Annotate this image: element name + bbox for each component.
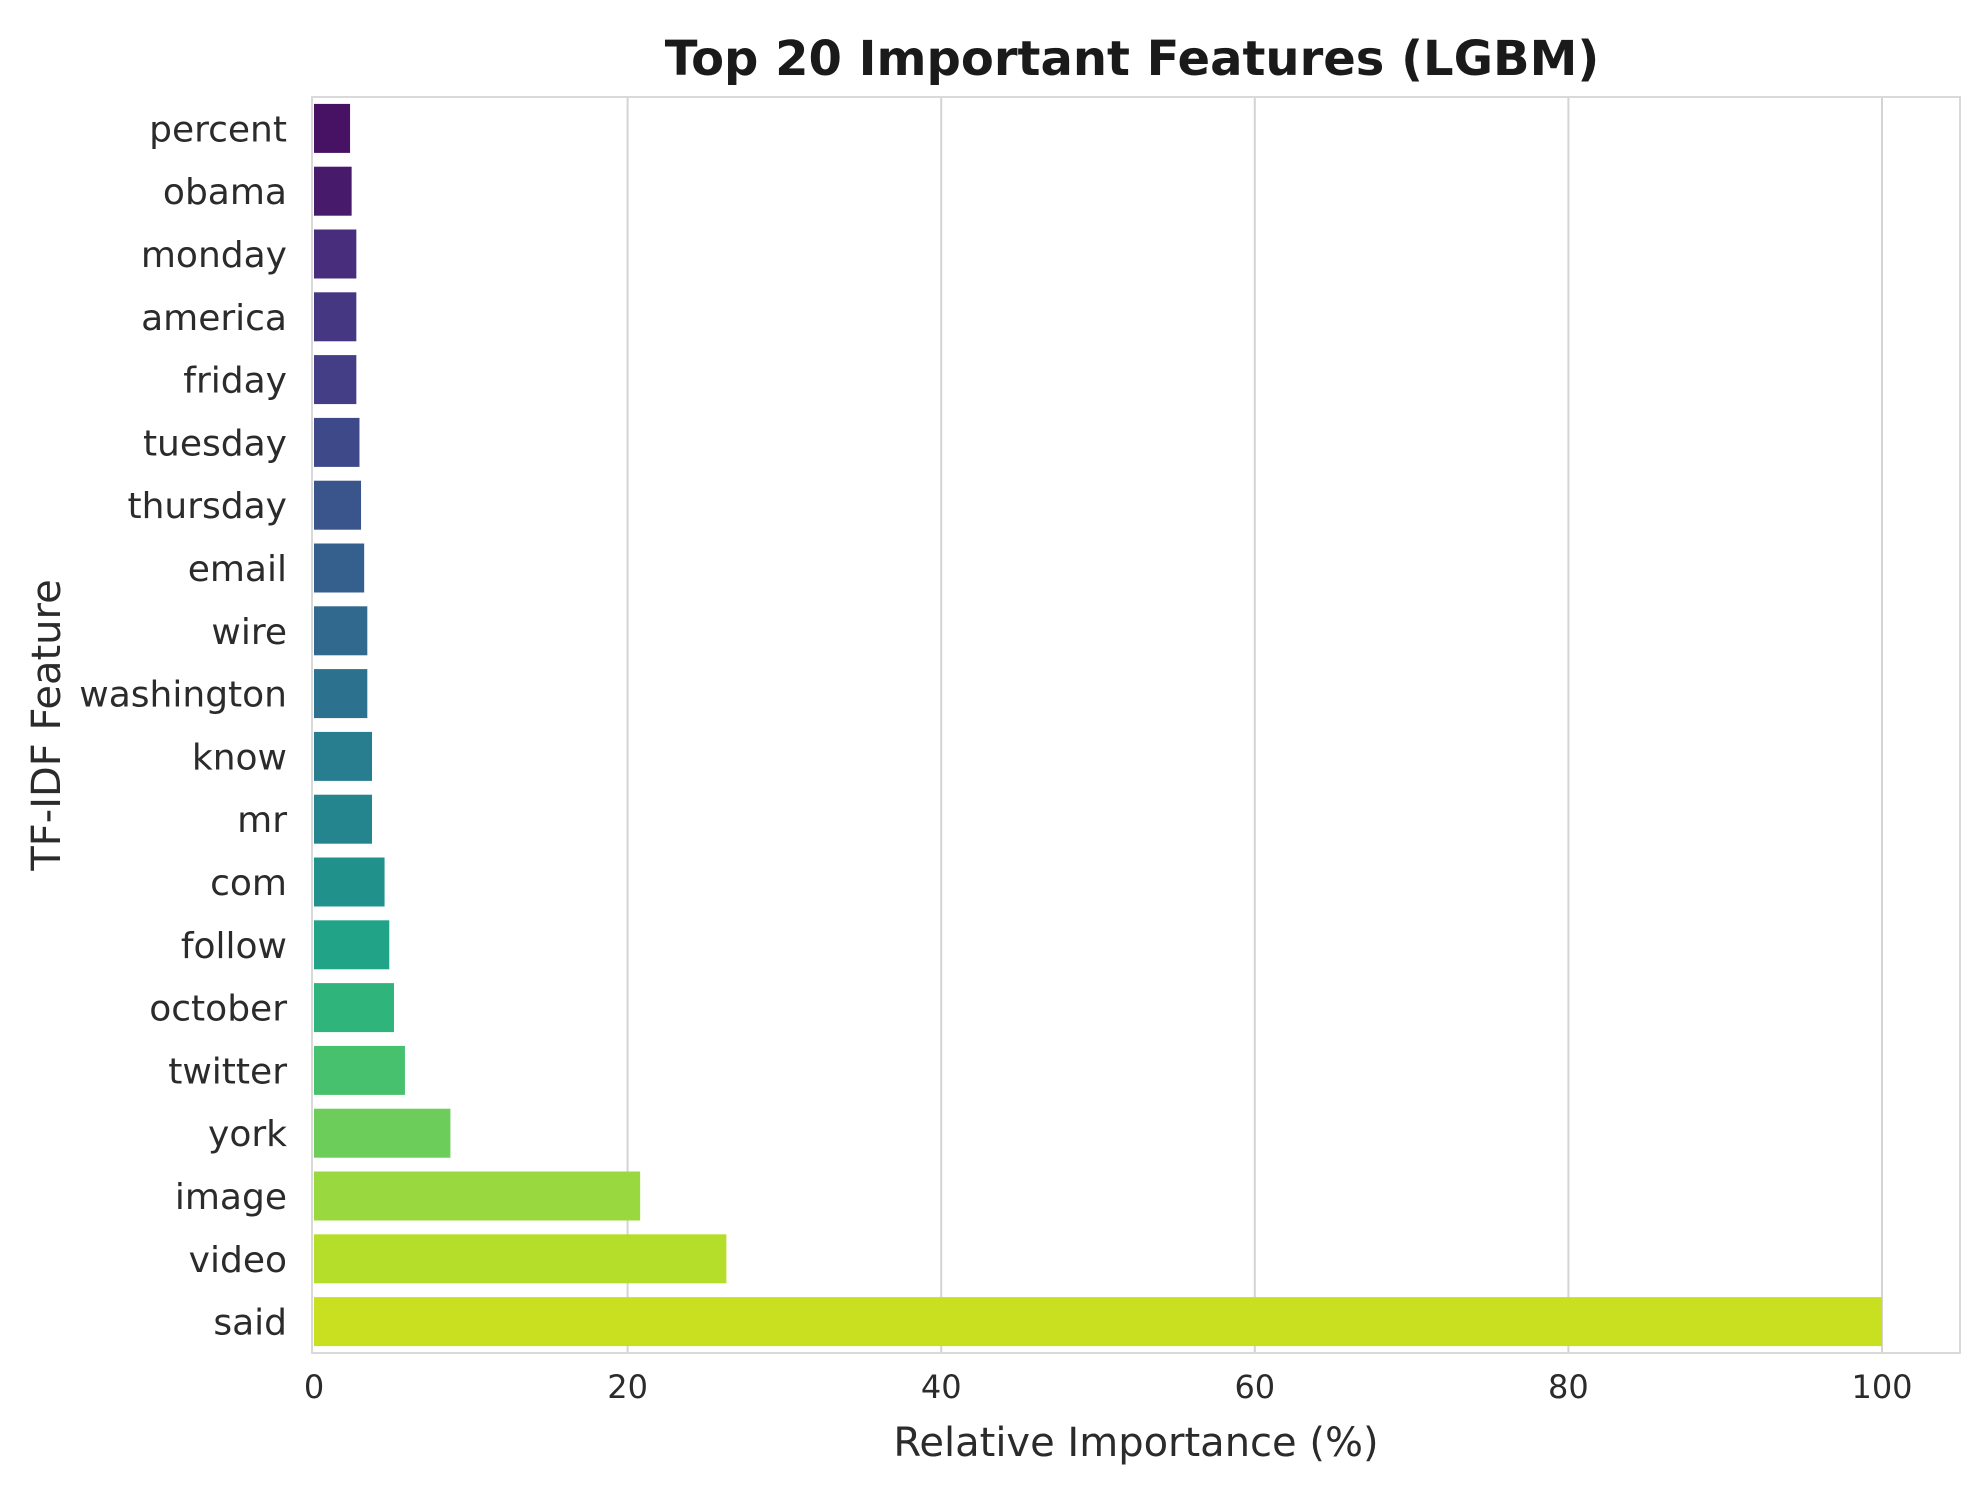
category-label-video: video — [189, 1240, 287, 1281]
bar-com — [314, 857, 385, 907]
category-label-mr: mr — [237, 800, 287, 841]
bar-america — [314, 292, 357, 342]
category-label-york: york — [208, 1114, 287, 1155]
bar-obama — [314, 166, 352, 216]
category-label-monday: monday — [141, 235, 287, 276]
category-label-tuesday: tuesday — [143, 423, 287, 464]
chart-title: Top 20 Important Features (LGBM) — [665, 31, 1600, 87]
category-label-america: america — [141, 298, 287, 339]
category-label-october: october — [149, 989, 287, 1030]
bar-monday — [314, 229, 357, 279]
category-label-thursday: thursday — [127, 486, 287, 527]
plot-frame — [311, 96, 1961, 1354]
x-tick-label: 80 — [1548, 1368, 1589, 1406]
bar-york — [314, 1108, 451, 1158]
bar-october — [314, 983, 394, 1033]
bar-know — [314, 731, 373, 781]
bar-friday — [314, 355, 357, 405]
bar-washington — [314, 669, 368, 719]
category-label-obama: obama — [163, 172, 287, 213]
category-labels: percent obama monday america friday tuesday th… — [79, 109, 287, 1343]
bar-twitter — [314, 1045, 405, 1095]
bar-email — [314, 543, 365, 593]
gridlines — [626, 97, 1883, 1353]
bar-percent — [314, 103, 351, 153]
x-tick-label: 0 — [304, 1368, 324, 1406]
category-label-email: email — [188, 549, 287, 590]
x-tick-label: 60 — [1234, 1368, 1275, 1406]
bar-image — [314, 1171, 641, 1221]
x-tick-label: 100 — [1851, 1368, 1912, 1406]
x-axis-label: Relative Importance (%) — [893, 1420, 1378, 1466]
category-label-percent: percent — [149, 109, 287, 150]
bar-mr — [314, 794, 373, 844]
bar-thursday — [314, 480, 362, 530]
bars — [314, 103, 1882, 1347]
category-label-know: know — [192, 737, 287, 778]
category-label-twitter: twitter — [168, 1051, 287, 1092]
category-label-washington: washington — [79, 675, 287, 716]
y-axis-label: TF-IDF Feature — [24, 579, 70, 871]
category-label-image: image — [175, 1177, 287, 1218]
category-label-com: com — [210, 863, 287, 904]
bar-wire — [314, 606, 368, 656]
bar-said — [314, 1297, 1882, 1347]
bar-video — [314, 1234, 727, 1284]
category-label-said: said — [213, 1303, 287, 1344]
bar-follow — [314, 920, 390, 970]
bar-tuesday — [314, 417, 360, 467]
x-tick-label: 20 — [607, 1368, 648, 1406]
category-label-wire: wire — [211, 612, 287, 653]
category-label-friday: friday — [183, 361, 287, 402]
x-tick-label: 40 — [921, 1368, 962, 1406]
x-tick-labels: 0 20 40 60 80 100 — [304, 1368, 1913, 1406]
category-label-follow: follow — [181, 926, 287, 967]
